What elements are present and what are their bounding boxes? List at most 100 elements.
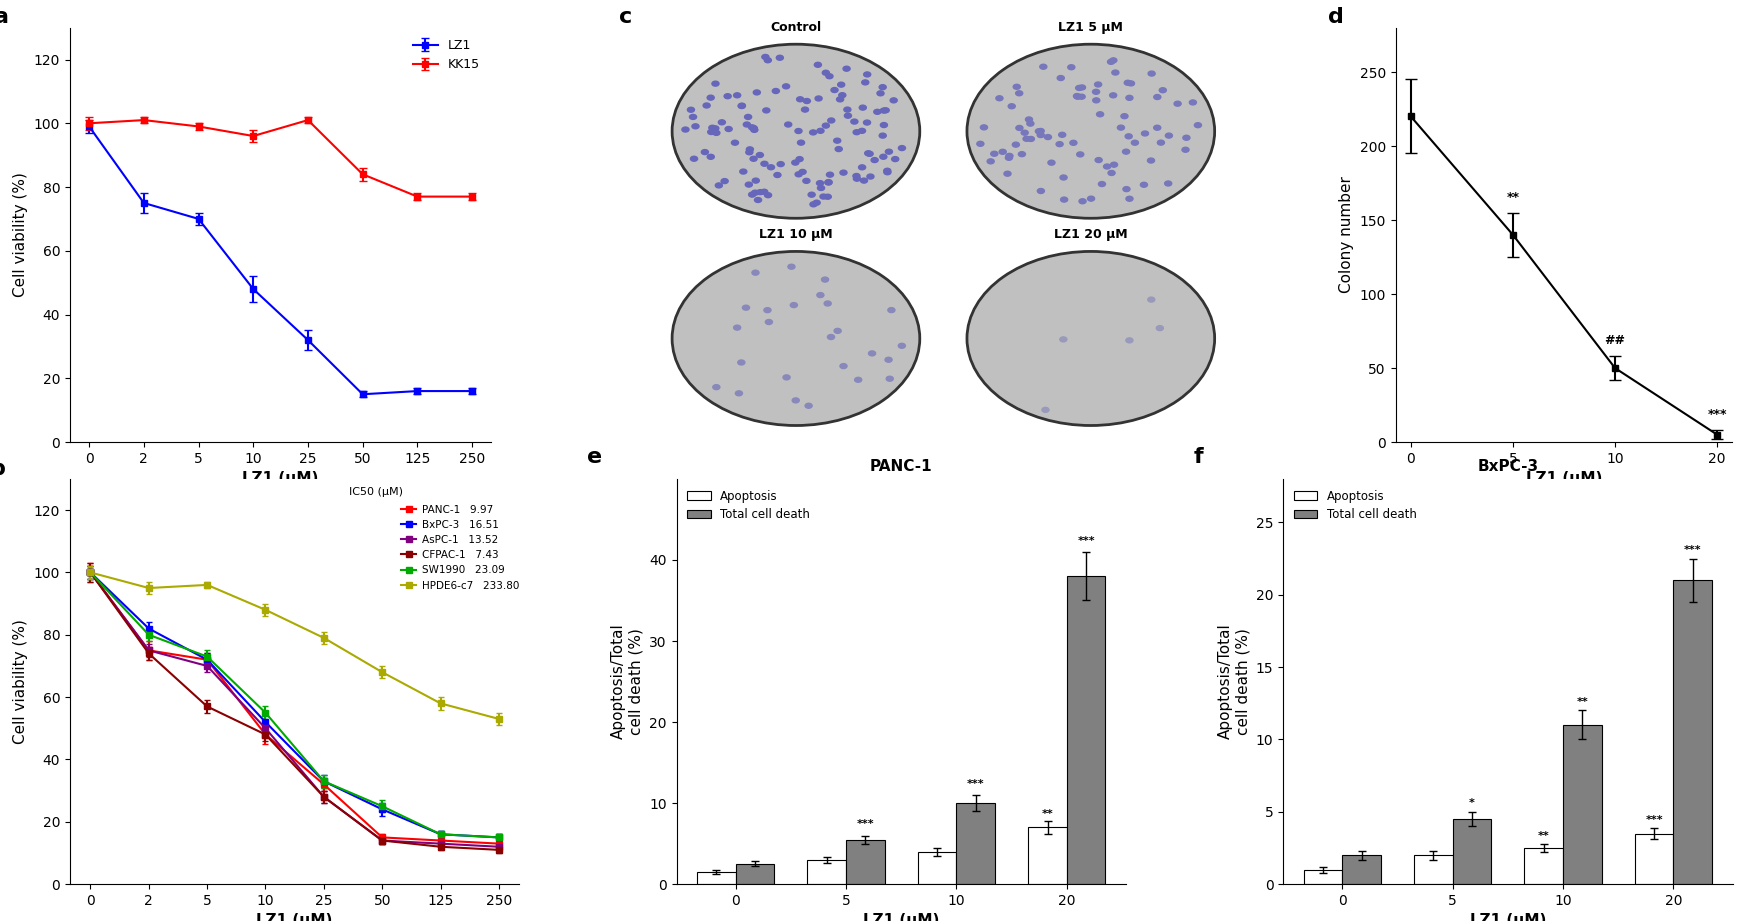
Circle shape — [1148, 71, 1155, 76]
Circle shape — [880, 108, 887, 113]
Circle shape — [844, 66, 850, 71]
Bar — [1304, 869, 1342, 884]
Circle shape — [768, 165, 775, 169]
Circle shape — [882, 108, 889, 112]
Circle shape — [1097, 111, 1104, 117]
Circle shape — [1166, 134, 1172, 138]
Circle shape — [733, 93, 740, 98]
Circle shape — [864, 72, 872, 77]
Title: BxPC-3: BxPC-3 — [1477, 459, 1538, 473]
Circle shape — [1008, 104, 1015, 109]
Circle shape — [878, 134, 886, 138]
Circle shape — [1118, 125, 1125, 130]
Circle shape — [1045, 134, 1052, 140]
Circle shape — [793, 398, 800, 402]
Circle shape — [1013, 85, 1020, 89]
Circle shape — [754, 197, 761, 203]
Circle shape — [987, 158, 994, 164]
Circle shape — [814, 63, 821, 67]
Circle shape — [1036, 129, 1043, 134]
Circle shape — [1078, 85, 1085, 90]
Circle shape — [752, 178, 760, 183]
Circle shape — [1038, 189, 1045, 193]
Circle shape — [822, 123, 830, 128]
Circle shape — [746, 150, 752, 155]
Circle shape — [968, 44, 1214, 218]
Circle shape — [691, 157, 698, 161]
Circle shape — [1074, 94, 1082, 99]
Circle shape — [968, 251, 1214, 426]
Text: LZ1 10 μM: LZ1 10 μM — [760, 228, 833, 241]
Circle shape — [1122, 149, 1129, 154]
Circle shape — [826, 172, 833, 177]
Text: *: * — [1468, 798, 1475, 808]
Circle shape — [1108, 170, 1115, 175]
Circle shape — [1015, 91, 1022, 96]
Circle shape — [712, 81, 719, 87]
Circle shape — [1073, 94, 1080, 99]
Circle shape — [1092, 89, 1099, 94]
Circle shape — [751, 157, 758, 161]
Circle shape — [1038, 128, 1045, 134]
Circle shape — [840, 170, 847, 175]
Circle shape — [810, 130, 817, 134]
Circle shape — [859, 165, 866, 169]
Circle shape — [751, 125, 758, 131]
Circle shape — [1004, 171, 1011, 176]
Circle shape — [707, 95, 714, 100]
Text: ***: *** — [1708, 408, 1727, 422]
Circle shape — [1108, 59, 1115, 64]
Circle shape — [749, 192, 756, 197]
Y-axis label: Cell viability (%): Cell viability (%) — [14, 619, 28, 744]
Circle shape — [863, 120, 870, 125]
Title: PANC-1: PANC-1 — [870, 459, 933, 473]
Circle shape — [878, 85, 886, 89]
Circle shape — [898, 344, 905, 348]
Circle shape — [1166, 181, 1172, 186]
Circle shape — [1148, 297, 1155, 302]
Circle shape — [744, 122, 751, 127]
Circle shape — [691, 123, 698, 129]
Circle shape — [835, 329, 842, 333]
Circle shape — [886, 376, 892, 381]
Circle shape — [886, 357, 892, 362]
Circle shape — [738, 103, 746, 109]
Circle shape — [1096, 157, 1102, 162]
Circle shape — [828, 334, 835, 340]
Circle shape — [866, 174, 873, 179]
Legend: Apoptosis, Total cell death: Apoptosis, Total cell death — [1290, 484, 1421, 526]
Circle shape — [1124, 187, 1130, 192]
Circle shape — [732, 140, 738, 146]
Circle shape — [761, 161, 768, 166]
Circle shape — [1006, 154, 1013, 158]
Circle shape — [1148, 158, 1155, 163]
Circle shape — [803, 99, 810, 103]
Circle shape — [709, 125, 716, 130]
Circle shape — [794, 129, 802, 134]
Circle shape — [1157, 326, 1164, 331]
Circle shape — [756, 153, 763, 157]
Circle shape — [1125, 196, 1132, 202]
Circle shape — [1125, 338, 1132, 343]
Circle shape — [1080, 199, 1087, 204]
Circle shape — [880, 155, 887, 159]
Circle shape — [1190, 100, 1197, 105]
Circle shape — [1076, 86, 1083, 90]
Bar — [696, 872, 735, 884]
Circle shape — [1111, 70, 1118, 75]
Text: **: ** — [1577, 696, 1589, 706]
Circle shape — [1174, 101, 1181, 106]
Circle shape — [824, 301, 831, 306]
Circle shape — [873, 110, 880, 114]
Circle shape — [682, 127, 690, 132]
Circle shape — [854, 130, 861, 134]
Circle shape — [817, 181, 824, 186]
Text: ##: ## — [1605, 334, 1626, 347]
Circle shape — [1125, 96, 1132, 100]
Circle shape — [1078, 94, 1085, 99]
Circle shape — [884, 169, 891, 175]
Circle shape — [690, 114, 696, 120]
Text: c: c — [620, 6, 632, 27]
Circle shape — [1041, 407, 1048, 413]
Circle shape — [838, 93, 845, 98]
